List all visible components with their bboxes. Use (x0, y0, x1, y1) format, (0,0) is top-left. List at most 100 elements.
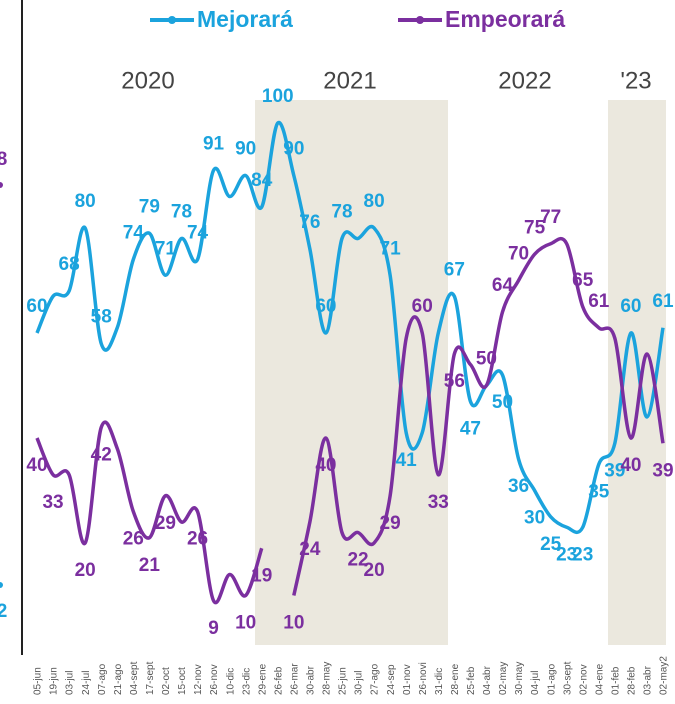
fragment-dot (0, 582, 3, 588)
x-tick-label: 25-jun (338, 667, 349, 695)
data-label: 40 (315, 455, 336, 476)
data-label: 74 (187, 223, 209, 244)
data-label: 78 (331, 202, 352, 223)
data-label: 20 (364, 560, 385, 581)
period-label: 2021 (323, 67, 376, 94)
data-label: 36 (508, 476, 529, 497)
x-tick-label: 28-may (322, 662, 333, 695)
x-tick-label: 04-ene (594, 663, 605, 695)
data-label: 61 (588, 291, 610, 312)
data-label: 22 (347, 550, 368, 571)
data-label: 56 (444, 371, 465, 392)
legend-dot (416, 16, 424, 24)
data-label: 77 (540, 207, 561, 228)
data-label: 19 (251, 565, 272, 586)
data-label: 61 (652, 291, 674, 312)
data-label: 30 (524, 508, 545, 529)
data-label: 78 (171, 202, 192, 223)
data-label: 23 (572, 544, 593, 565)
data-label: 71 (155, 238, 177, 259)
x-tick-label: 01-nov (402, 664, 413, 695)
x-tick-label: 02-nov (578, 664, 589, 695)
x-tick-label: 26-feb (273, 666, 284, 695)
data-label: 65 (572, 270, 594, 291)
data-label: 40 (620, 455, 641, 476)
data-label: 90 (235, 139, 256, 160)
data-label: 26 (187, 529, 208, 550)
x-tick-label: 03-abr (643, 665, 654, 695)
x-tick-label: 02-may (498, 662, 509, 695)
data-label: 10 (235, 613, 256, 634)
x-tick-label: 01-feb (610, 666, 621, 695)
legend-label: Empeorará (445, 6, 565, 32)
data-label: 60 (412, 296, 433, 317)
data-label: 40 (26, 455, 47, 476)
data-label: 91 (203, 133, 225, 154)
x-tick-label: 27-ago (370, 663, 381, 695)
data-label: 39 (652, 460, 673, 481)
data-label: 100 (262, 86, 294, 107)
data-label: 80 (364, 191, 385, 212)
data-label: 68 (59, 254, 80, 275)
x-tick-label: 12-nov (193, 664, 204, 695)
data-label: 74 (123, 223, 145, 244)
x-tick-label: 05-jun (33, 667, 44, 695)
x-tick-label: 28-feb (627, 666, 638, 695)
x-tick-label: 25-feb (466, 666, 477, 695)
x-tick-label: 04-sept (129, 661, 140, 695)
x-tick-label: 26-novi (418, 662, 429, 695)
x-tick-label: 30-jul (354, 671, 365, 695)
x-tick-label: 01-ago (546, 663, 557, 695)
data-label: 29 (155, 513, 176, 534)
data-label: 42 (91, 445, 112, 466)
data-label: 26 (123, 529, 144, 550)
data-label: 58 (91, 307, 112, 328)
x-tick-label: 19-jun (49, 667, 60, 695)
data-label: 39 (604, 460, 625, 481)
data-label: 10 (283, 613, 304, 634)
data-label: 50 (492, 392, 513, 413)
shade-band (255, 100, 448, 645)
x-tick-label: 26-mar (289, 663, 300, 695)
fragment-label: 2 (0, 601, 7, 622)
x-tick-label: 17-sept (145, 661, 156, 695)
data-label: 75 (524, 217, 546, 238)
x-tick-label: 10-dic (225, 668, 236, 695)
x-tick-label: 02-oct (161, 667, 172, 695)
period-label: 2020 (121, 67, 174, 94)
x-tick-label: 02-may2 (659, 656, 670, 695)
data-label: 90 (283, 139, 304, 160)
data-label: 71 (380, 238, 402, 259)
fragment-dot (0, 182, 3, 188)
x-tick-label: 24-jul (81, 671, 92, 695)
data-label: 60 (315, 296, 336, 317)
data-label: 24 (299, 539, 321, 560)
data-label: 29 (380, 513, 401, 534)
fragment-label: 8 (0, 149, 7, 170)
x-tick-label: 03-jul (65, 671, 76, 695)
data-label: 47 (460, 418, 481, 439)
x-tick-label: 23-dic (241, 668, 252, 695)
period-label: '23 (620, 67, 651, 94)
x-tick-label: 21-ago (113, 663, 124, 695)
x-tick-label: 30-may (514, 662, 525, 695)
data-label: 80 (75, 191, 96, 212)
data-label: 67 (444, 259, 465, 280)
x-tick-label: 28-ene (450, 663, 461, 695)
data-label: 41 (396, 450, 418, 471)
data-label: 70 (508, 244, 529, 265)
x-tick-label: 31-dic (434, 668, 445, 695)
x-tick-label: 04-abr (482, 665, 493, 695)
x-tick-label: 24-sep (386, 664, 397, 695)
series-line (35, 236, 665, 605)
x-tick-label: 07-ago (97, 663, 108, 695)
x-tick-label: 30-sept (562, 661, 573, 695)
x-tick-label: 15-oct (177, 667, 188, 695)
data-label: 60 (620, 296, 641, 317)
data-label: 60 (26, 296, 47, 317)
data-label: 33 (428, 492, 449, 513)
data-label: 25 (540, 534, 562, 555)
data-label: 33 (42, 492, 63, 513)
data-label: 20 (75, 560, 96, 581)
